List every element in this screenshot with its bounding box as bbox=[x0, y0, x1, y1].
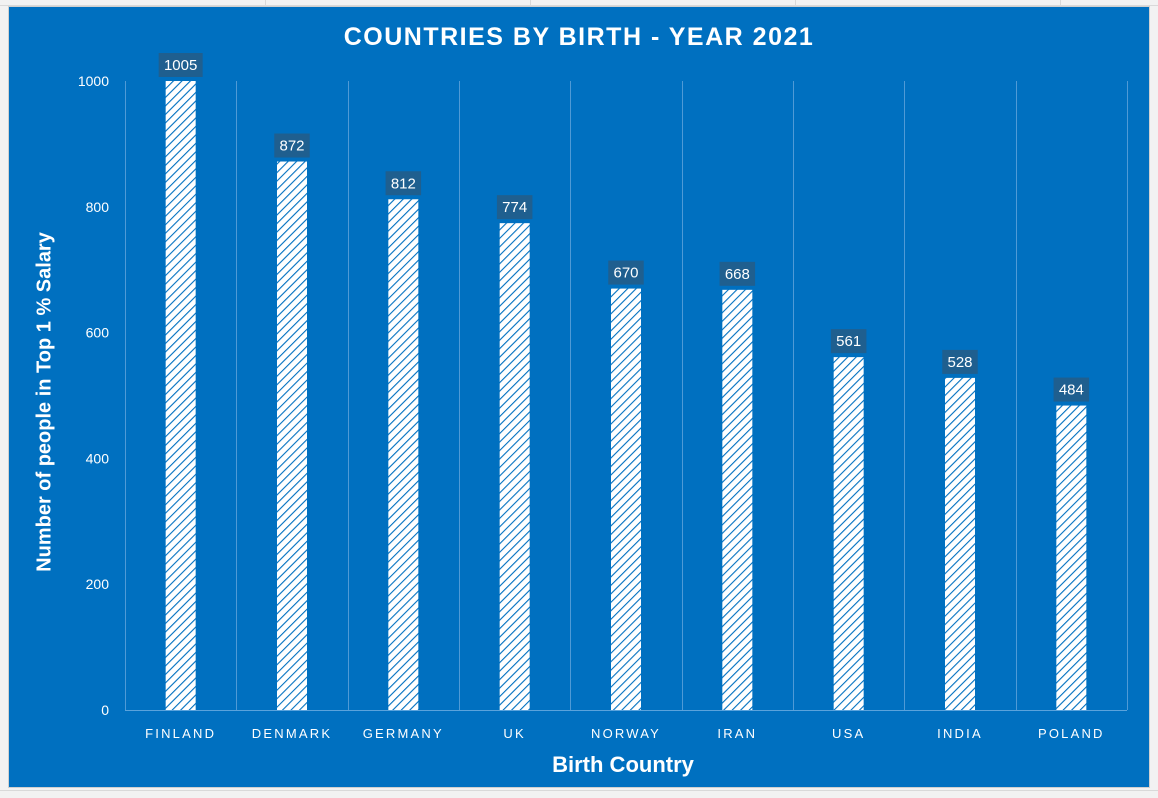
vertical-gridlines bbox=[125, 81, 1128, 710]
bar-finland[interactable] bbox=[165, 81, 196, 710]
tick-labels: 0 200 400 600 800 1000 FINLAND DENMARK GERMANY UK… bbox=[78, 73, 1105, 741]
x-tick-label: USA bbox=[832, 726, 865, 741]
data-label-box bbox=[385, 171, 422, 196]
data-label: 670 bbox=[613, 265, 638, 282]
bars bbox=[165, 81, 1087, 711]
data-label-box bbox=[496, 195, 533, 220]
x-tick-label: GERMANY bbox=[363, 726, 444, 741]
data-label: 1005 bbox=[164, 57, 197, 74]
data-label: 668 bbox=[725, 266, 750, 283]
bar-usa[interactable] bbox=[833, 357, 864, 710]
data-label-box bbox=[719, 261, 756, 286]
data-label-box bbox=[158, 53, 203, 77]
x-tick-label: DENMARK bbox=[252, 726, 332, 741]
y-tick-label: 0 bbox=[101, 702, 109, 718]
bar-denmark[interactable] bbox=[277, 161, 307, 711]
y-tick-label: 800 bbox=[86, 199, 110, 215]
data-label-box bbox=[830, 329, 867, 354]
bar-iran[interactable] bbox=[722, 289, 753, 710]
x-tick-label: INDIA bbox=[937, 726, 983, 741]
x-tick-label: NORWAY bbox=[591, 726, 661, 741]
data-label-box bbox=[942, 349, 978, 374]
data-label: 528 bbox=[947, 354, 972, 371]
data-label: 774 bbox=[502, 199, 527, 216]
data-label-box bbox=[274, 133, 310, 158]
y-tick-label: 1000 bbox=[78, 73, 109, 89]
bar-uk[interactable] bbox=[499, 223, 530, 711]
bar-germany[interactable] bbox=[388, 199, 419, 710]
x-tick-label: UK bbox=[503, 726, 525, 741]
data-label: 872 bbox=[279, 138, 304, 155]
data-label-box bbox=[608, 260, 644, 285]
x-tick-label: IRAN bbox=[717, 726, 757, 741]
bar-norway[interactable] bbox=[611, 288, 641, 710]
chart-title: COUNTRIES BY BIRTH - YEAR 2021 bbox=[343, 23, 815, 51]
x-tick-label: FINLAND bbox=[145, 726, 216, 741]
bar-poland[interactable] bbox=[1056, 405, 1087, 710]
data-labels: 1005 872 812 774 670 668 561 528 484 bbox=[158, 53, 1090, 402]
y-tick-label: 200 bbox=[86, 576, 110, 592]
y-tick-label: 600 bbox=[86, 325, 110, 341]
data-label: 561 bbox=[836, 333, 861, 350]
data-label: 484 bbox=[1059, 382, 1084, 399]
bar-india[interactable] bbox=[945, 377, 975, 710]
x-axis-title: Birth Country bbox=[552, 752, 694, 777]
x-tick-label: POLAND bbox=[1038, 726, 1105, 741]
plot-area: 1005 872 812 774 670 668 561 528 484 0 200 400 600 8… bbox=[78, 53, 1128, 741]
data-label: 812 bbox=[391, 175, 416, 192]
y-tick-label: 400 bbox=[86, 450, 110, 466]
data-label-box bbox=[1053, 377, 1090, 402]
chart-area[interactable]: COUNTRIES BY BIRTH - YEAR 2021 Number of… bbox=[8, 6, 1150, 788]
